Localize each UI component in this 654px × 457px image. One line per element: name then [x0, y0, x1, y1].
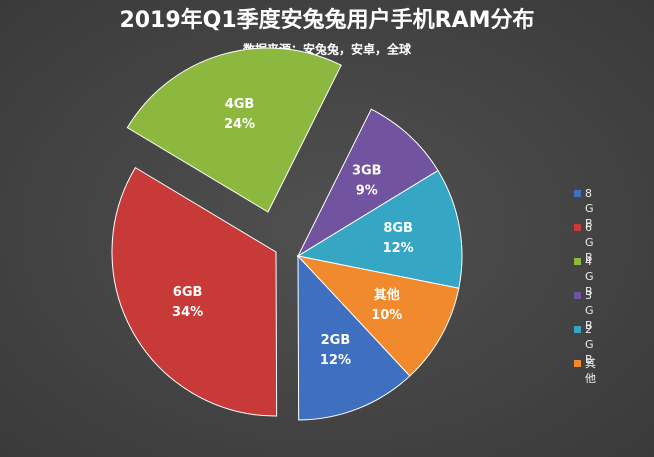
legend-item: 4GB	[574, 254, 604, 299]
legend-label: 2GB	[585, 323, 594, 366]
legend-item: 2GB	[574, 322, 604, 367]
legend-item: 其他	[574, 356, 604, 386]
slice-value-label: 10%	[371, 308, 402, 323]
slice-label: 8GB	[383, 221, 413, 236]
legend-swatch	[574, 292, 581, 299]
slice-value-label: 12%	[383, 241, 414, 256]
legend-item: 3GB	[574, 288, 604, 333]
legend-swatch	[574, 224, 581, 231]
pie-slice	[296, 108, 439, 258]
pie-slice	[297, 254, 411, 421]
legend-label: 6GB	[585, 221, 594, 264]
slice-label: 2GB	[321, 333, 351, 348]
chart-title: 2019年Q1季度安兔兔用户手机RAM分布	[119, 7, 534, 33]
slice-value-label: 34%	[172, 305, 203, 320]
legend-item: 6GB	[574, 220, 604, 265]
slice-value-label: 9%	[356, 184, 378, 199]
legend-label: 8GB	[585, 187, 594, 230]
slice-value-label: 24%	[224, 117, 255, 132]
slice-value-label: 12%	[320, 353, 351, 368]
pie-slice	[111, 166, 278, 417]
slice-label: 3GB	[352, 164, 382, 179]
pie-slice	[296, 169, 463, 289]
slice-label: 4GB	[225, 97, 255, 112]
legend-label: 4GB	[585, 255, 594, 298]
legend-label: 其他	[585, 357, 596, 385]
legend-swatch	[574, 360, 581, 367]
pie-slice	[296, 255, 460, 377]
legend-swatch	[574, 190, 581, 197]
slice-label: 其他	[374, 287, 400, 303]
pie-slice	[126, 47, 342, 213]
legend-label: 3GB	[585, 289, 594, 332]
legend-swatch	[574, 258, 581, 265]
legend-item: 8GB	[574, 186, 604, 231]
legend-swatch	[574, 326, 581, 333]
slice-label: 6GB	[173, 285, 203, 300]
